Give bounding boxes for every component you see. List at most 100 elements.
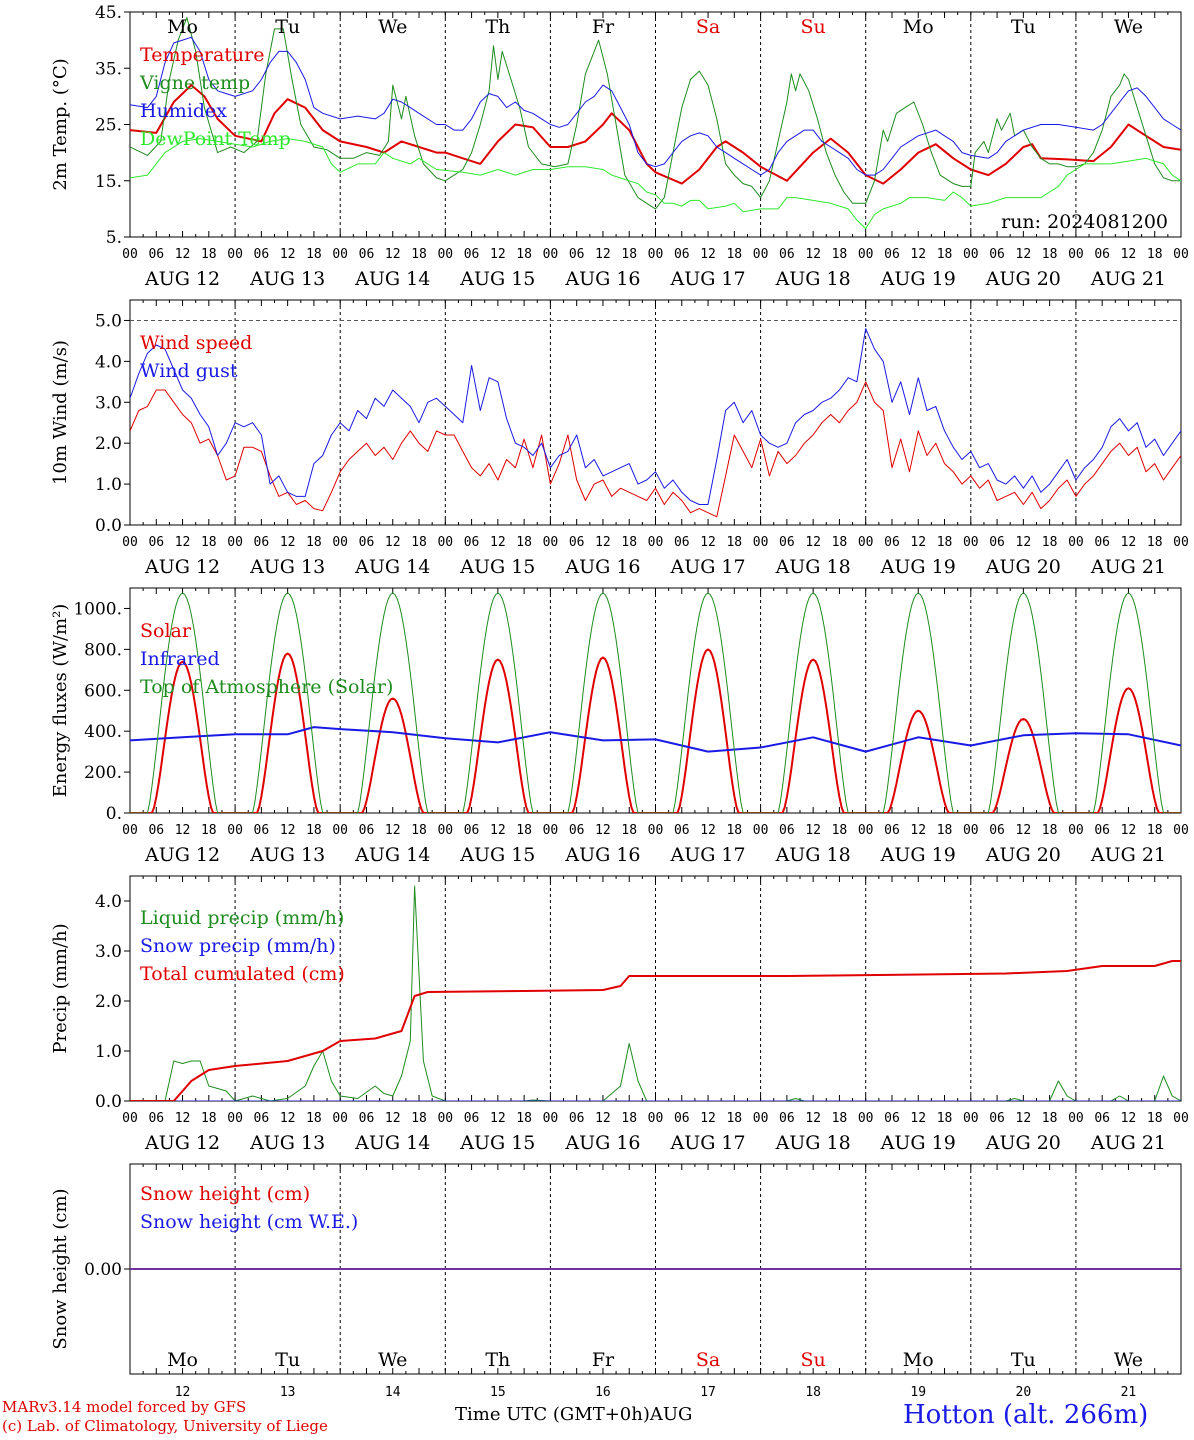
hour-label: 18	[937, 1111, 953, 1126]
date-label: AUG 12	[144, 268, 220, 290]
hour-label: 06	[569, 1111, 585, 1126]
hour-label: 18	[1147, 535, 1163, 550]
y-tick-label: 1.0	[95, 1042, 122, 1062]
weekday-label: Fr	[592, 1349, 615, 1371]
hour-label: 12	[490, 1111, 506, 1126]
station-name: Hotton (alt. 266m)	[903, 1400, 1149, 1430]
date-label: AUG 21	[1090, 556, 1166, 578]
hour-label: 00	[648, 823, 664, 838]
hour-label: 18	[201, 247, 217, 262]
hour-label: 12	[175, 535, 191, 550]
y-tick-label: 4.0	[95, 352, 122, 372]
hour-label: 12	[1016, 247, 1032, 262]
series-line-0	[130, 84, 1181, 185]
hour-label: 12	[1121, 1111, 1137, 1126]
day-number-label: 17	[700, 1385, 716, 1400]
hour-label: 06	[254, 1111, 270, 1126]
hour-label: 06	[674, 823, 690, 838]
legend-entry: Snow precip (mm/h)	[140, 935, 336, 957]
y-tick-label: 2.0	[95, 992, 122, 1012]
date-label: AUG 15	[459, 268, 535, 290]
hour-label: 06	[569, 535, 585, 550]
date-label: AUG 13	[249, 268, 325, 290]
hour-label: 06	[989, 823, 1005, 838]
weekday-label: Fr	[592, 16, 615, 38]
date-label: AUG 21	[1090, 844, 1166, 866]
hour-label: 18	[306, 535, 322, 550]
date-label: AUG 16	[564, 556, 640, 578]
weekday-label: Mo	[167, 16, 198, 38]
date-label: AUG 14	[354, 556, 430, 578]
day-number-label: 13	[280, 1385, 296, 1400]
hour-label: 00	[1173, 823, 1189, 838]
date-label: AUG 16	[564, 844, 640, 866]
y-axis-label: 10m Wind (m/s)	[50, 340, 71, 485]
hour-label: 12	[490, 823, 506, 838]
hour-label: 00	[1068, 1111, 1084, 1126]
date-label: AUG 13	[249, 844, 325, 866]
hour-label: 00	[858, 823, 874, 838]
hour-label: 18	[621, 535, 637, 550]
hour-label: 12	[280, 247, 296, 262]
date-label: AUG 17	[669, 556, 745, 578]
hour-label: 12	[1016, 823, 1032, 838]
plot-frame	[129, 299, 1182, 526]
hour-label: 00	[437, 823, 453, 838]
legend-entry: Snow height (cm)	[140, 1183, 310, 1205]
y-tick-label: 0.0	[95, 1092, 122, 1112]
legend-entry: Wind gust	[140, 360, 238, 382]
weekday-label: Mo	[167, 1349, 198, 1371]
hour-label: 18	[832, 823, 848, 838]
hour-label: 12	[700, 1111, 716, 1126]
hour-label: 06	[254, 535, 270, 550]
hour-label: 00	[963, 247, 979, 262]
hour-label: 18	[516, 535, 532, 550]
date-label: AUG 14	[354, 1132, 430, 1154]
hour-label: 12	[1016, 1111, 1032, 1126]
day-number-label: 15	[490, 1385, 506, 1400]
date-label: AUG 18	[775, 556, 851, 578]
hour-label: 00	[437, 535, 453, 550]
hour-label: 18	[832, 535, 848, 550]
hour-label: 06	[1094, 1111, 1110, 1126]
hour-label: 00	[122, 823, 138, 838]
hour-label: 00	[858, 535, 874, 550]
hour-label: 18	[306, 247, 322, 262]
hour-label: 12	[385, 247, 401, 262]
time-axis-label: Time UTC (GMT+0h)AUG	[455, 1404, 693, 1425]
hour-label: 06	[1094, 535, 1110, 550]
weekday-label: We	[1114, 1349, 1143, 1371]
weekday-label: We	[378, 1349, 407, 1371]
weekday-label: Mo	[903, 1349, 934, 1371]
hour-label: 06	[464, 1111, 480, 1126]
hour-label: 12	[805, 535, 821, 550]
hour-label: 12	[595, 1111, 611, 1126]
hour-label: 18	[832, 1111, 848, 1126]
hour-label: 12	[910, 1111, 926, 1126]
hour-label: 06	[884, 535, 900, 550]
series-line-1	[130, 328, 1181, 505]
hour-label: 06	[884, 247, 900, 262]
hour-label: 18	[1147, 823, 1163, 838]
weekday-label: Th	[485, 1349, 510, 1371]
weekday-label: We	[378, 16, 407, 38]
y-tick-label: 15.	[95, 172, 122, 192]
hour-label: 06	[674, 1111, 690, 1126]
plot-frame	[129, 587, 1182, 814]
date-label: AUG 14	[354, 844, 430, 866]
date-label: AUG 13	[249, 1132, 325, 1154]
series-line-2	[130, 36, 1181, 176]
hour-label: 12	[385, 823, 401, 838]
y-tick-label: 5.0	[95, 311, 122, 331]
hour-label: 06	[779, 823, 795, 838]
panel-temp: 5. 15. 25. 35. 45. 2m Temp. (°C) Temperature Vi…	[50, 3, 1189, 290]
hour-label: 06	[569, 247, 585, 262]
hour-label: 00	[437, 1111, 453, 1126]
weekday-label: Mo	[903, 16, 934, 38]
weekday-label: Th	[485, 16, 510, 38]
hour-label: 00	[648, 1111, 664, 1126]
hour-label: 06	[989, 535, 1005, 550]
lab-credit: (c) Lab. of Climatology, University of L…	[2, 1417, 328, 1435]
hour-label: 12	[910, 823, 926, 838]
hour-label: 12	[175, 1111, 191, 1126]
